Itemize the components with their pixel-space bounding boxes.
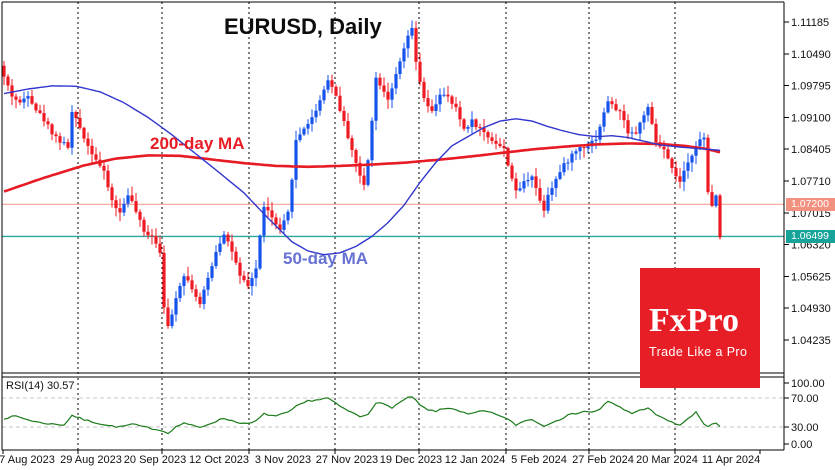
ma50-label: 50-day MA bbox=[283, 249, 369, 268]
date-tick-label: 12 Oct 2023 bbox=[189, 454, 249, 466]
axis-labels: 1.11185 1.10490 1.09795 1.09100 1.08405 1.077… bbox=[0, 17, 831, 466]
price-tick-label: 1.10490 bbox=[791, 49, 831, 61]
price-tick-label: 1.05625 bbox=[791, 271, 831, 283]
ma50-line bbox=[3, 85, 721, 256]
date-tick-label: 20 Sep 2023 bbox=[124, 454, 186, 466]
rsi-tick-label: 0.00 bbox=[791, 439, 812, 451]
price-tick-label: 1.04930 bbox=[791, 303, 831, 315]
price-tick-label: 1.09795 bbox=[791, 81, 831, 93]
rsi-tick-label: 70.00 bbox=[791, 393, 819, 405]
date-tick-label: 12 Jan 2024 bbox=[445, 454, 506, 466]
rsi-tick-label: 30.00 bbox=[791, 422, 819, 434]
fxpro-tagline: Trade Like a Pro bbox=[649, 345, 748, 359]
grid bbox=[77, 2, 676, 450]
price-tag-resistance-level: 1.07200 bbox=[786, 197, 835, 211]
date-tick-label: 5 Feb 2024 bbox=[511, 454, 567, 466]
date-tick-label: 7 Aug 2023 bbox=[0, 454, 55, 466]
ma200-line bbox=[3, 142, 721, 193]
rsi-tick-label: 100.00 bbox=[791, 378, 825, 390]
date-tick-label: 11 Apr 2024 bbox=[702, 454, 761, 466]
price-tick-label: 1.08405 bbox=[791, 144, 831, 156]
rsi-indicator-label: RSI(14) 30.57 bbox=[6, 380, 75, 392]
chart-title: EURUSD, Daily bbox=[224, 14, 382, 39]
fxpro-logo: FxPro Trade Like a Pro bbox=[640, 268, 760, 388]
date-tick-label: 20 Mar 2024 bbox=[636, 454, 698, 466]
date-tick-label: 29 Aug 2023 bbox=[60, 454, 122, 466]
date-tick-label: 27 Nov 2023 bbox=[316, 454, 378, 466]
price-tick-label: 1.07015 bbox=[791, 208, 831, 220]
price-levels bbox=[2, 203, 784, 238]
price-tag-current-price: 1.06499 bbox=[786, 229, 835, 243]
rsi-panel bbox=[2, 396, 784, 435]
candlestick-series bbox=[2, 20, 722, 329]
date-tick-label: 3 Nov 2023 bbox=[255, 454, 311, 466]
price-tick-label: 1.07710 bbox=[791, 176, 831, 188]
date-tick-label: 27 Feb 2024 bbox=[572, 454, 634, 466]
ma200-label: 200-day MA bbox=[150, 134, 245, 153]
fxpro-brand-text: FxPro bbox=[649, 302, 740, 339]
price-tick-label: 1.09100 bbox=[791, 112, 831, 124]
date-tick-label: 19 Dec 2023 bbox=[380, 454, 442, 466]
rsi-line bbox=[3, 396, 721, 435]
price-tick-label: 1.11185 bbox=[791, 17, 829, 29]
price-tick-label: 1.04235 bbox=[791, 335, 831, 347]
